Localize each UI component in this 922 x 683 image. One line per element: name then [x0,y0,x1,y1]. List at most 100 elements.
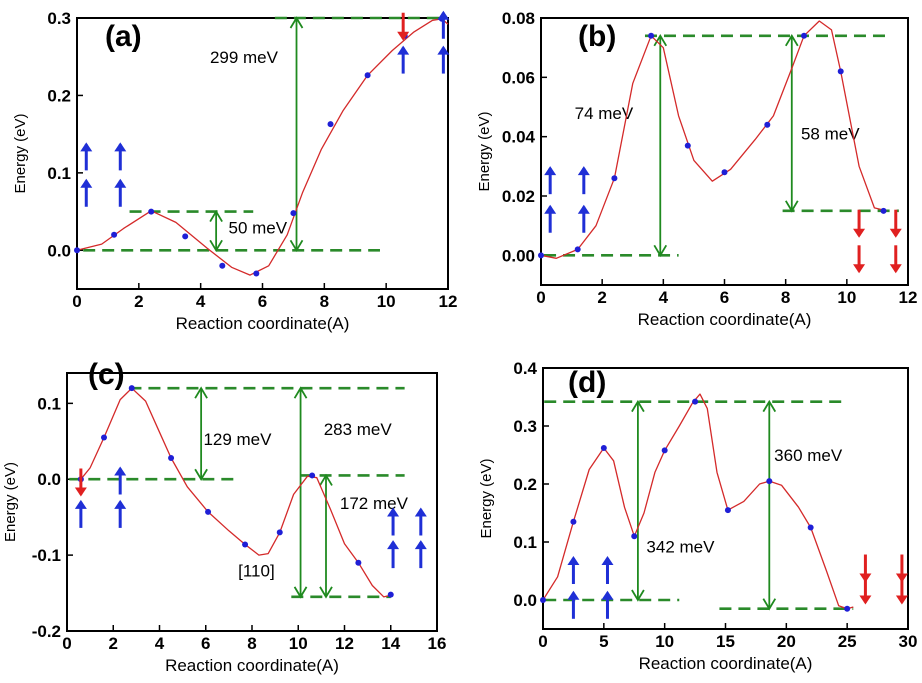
spin-arrow-head [80,178,93,188]
x-tick-label: 10 [655,632,674,651]
x-tick-label: 6 [201,634,210,653]
spin-arrow-head [437,45,450,55]
y-tick-label: 0.4 [513,359,537,378]
x-tick-label: 0 [538,632,547,651]
spin-up-arrow-icon [577,166,590,195]
panel-label: (c) [88,358,125,391]
data-point [128,385,135,392]
barrier-arrow-head [194,468,208,481]
panel-1: 0 2 4 6 8 10 12 0.0 0.1 0.2 0.3 Reaction coordinate… [12,9,457,333]
energy-curve [542,393,854,610]
y-tick-label: 0.0 [47,241,71,260]
barrier-label: 360 meV [774,446,843,465]
barrier-arrow-head [631,399,645,413]
data-point [219,262,226,269]
x-tick-label: 6 [258,292,267,311]
x-tick-label: 0 [536,288,545,307]
plot-frame [542,367,909,630]
data-point [631,533,638,540]
data-point [290,210,297,217]
spin-up-arrow-icon [601,556,614,584]
spin-arrow-head [114,466,127,476]
y-axis-label: Energy (eV) [476,111,493,191]
spin-up-arrow-icon [544,166,557,195]
y-tick-label: 0.0 [513,591,537,610]
x-tick-label: 25 [838,632,857,651]
data-point [801,32,808,39]
plot-frame [540,17,909,286]
spin-down-arrow-icon [889,245,902,274]
data-point [364,72,371,79]
data-point [309,472,316,479]
barrier-label: 172 meV [340,494,409,513]
barrier-label: 299 meV [210,48,279,67]
y-axis-label: Energy (eV) [478,458,495,538]
y-tick-label: 0.1 [513,533,537,552]
x-tick-label: 8 [781,288,790,307]
spin-down-arrow-icon [889,209,902,238]
y-tick-label: 0.02 [502,187,535,206]
spin-arrow-head [387,507,400,517]
barrier-arrow [631,399,645,602]
data-point [74,247,80,254]
x-tick-label: 12 [899,288,918,307]
data-point [168,454,175,461]
y-tick-label: 0.08 [502,9,535,28]
spin-down-arrow-icon [74,468,87,497]
y-tick-label: 0.2 [513,475,537,494]
spin-arrow-head [397,31,410,41]
spin-down-arrow-icon [859,576,872,605]
data-point [387,591,394,598]
barrier-label: 74 meV [575,104,634,123]
spin-arrow-head [567,556,580,565]
y-axis-label: Energy (eV) [2,462,19,542]
spin-arrow-head [74,499,87,509]
x-tick-label: 2 [597,288,606,307]
x-tick-label: 12 [439,292,458,311]
spin-up-arrow-icon [114,178,127,207]
y-axis-label: Energy (eV) [12,113,29,193]
data-point [205,508,212,515]
barrier-arrow [653,34,668,258]
spin-up-arrow-icon [114,499,127,528]
spin-arrow-head [80,142,93,152]
data-point [242,541,249,548]
spin-arrow-head [114,499,127,509]
spin-arrow-head [889,228,902,238]
data-point [574,246,581,253]
spin-arrow-head [544,204,557,214]
barrier-arrow [194,386,208,481]
barrier-arrow [319,473,333,599]
spin-arrow-head [414,540,427,550]
barrier-arrow [785,34,799,213]
spin-up-arrow-icon [437,45,450,74]
data-point [276,529,283,536]
panel-4: 0 5 10 15 20 25 30 0.0 0.1 0.2 0.3 0.4 Reaction coor… [478,359,917,673]
x-tick-label: 8 [247,634,256,653]
x-tick-label: 4 [659,288,669,307]
x-tick-label: 8 [320,292,329,311]
x-tick-label: 2 [134,292,143,311]
panel-label: (b) [578,20,616,53]
x-axis-label: Reaction coordinate(A) [176,314,350,333]
spin-arrow-head [114,142,127,152]
spin-arrow-head [437,10,450,20]
barrier-label: 129 meV [203,430,272,449]
data-point [837,68,844,75]
y-tick-label: 0.1 [47,164,71,183]
spin-arrow-head [577,204,590,214]
spin-up-arrow-icon [601,590,614,619]
x-tick-label: 4 [196,292,206,311]
barrier-label: 283 meV [324,420,393,439]
x-tick-label: 4 [155,634,165,653]
spin-arrow-head [567,590,580,600]
data-point [724,507,731,514]
spin-up-arrow-icon [387,507,400,536]
data-point [766,478,773,485]
data-point [844,605,851,612]
x-tick-label: 0 [72,292,81,311]
data-point [684,142,691,149]
data-point [692,398,699,405]
y-tick-label: 0.2 [47,86,71,105]
spin-up-arrow-icon [397,45,410,74]
